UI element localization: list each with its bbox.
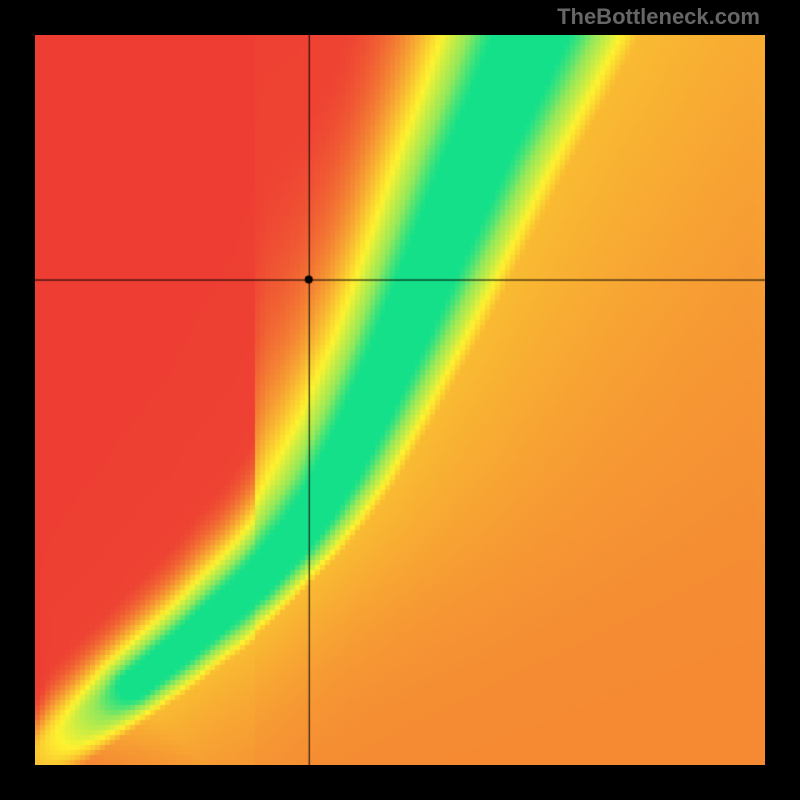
watermark-text: TheBottleneck.com	[557, 4, 760, 30]
heatmap-plot	[35, 35, 765, 765]
heatmap-canvas	[35, 35, 765, 765]
